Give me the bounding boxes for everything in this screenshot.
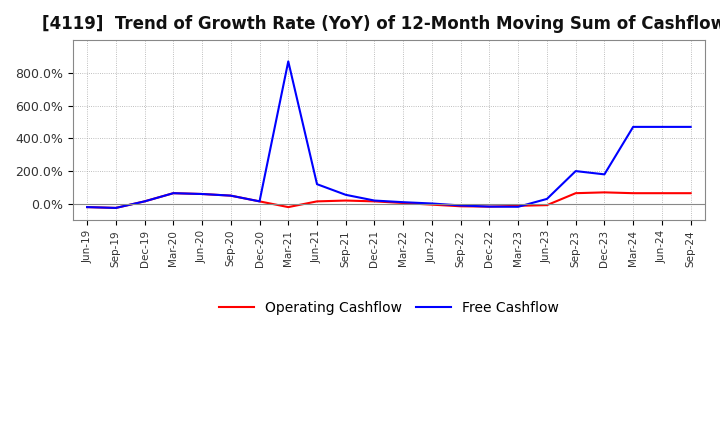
Operating Cashflow [399, 200, 408, 205]
Free Cashflow [399, 200, 408, 205]
Operating Cashflow [629, 191, 637, 196]
Free Cashflow [140, 199, 149, 204]
Operating Cashflow [312, 199, 321, 204]
Operating Cashflow [485, 204, 494, 209]
Operating Cashflow [514, 203, 523, 209]
Free Cashflow [370, 198, 379, 203]
Free Cashflow [686, 124, 695, 129]
Line: Free Cashflow: Free Cashflow [87, 62, 690, 208]
Legend: Operating Cashflow, Free Cashflow: Operating Cashflow, Free Cashflow [214, 296, 564, 321]
Operating Cashflow [600, 190, 608, 195]
Operating Cashflow [198, 191, 207, 197]
Free Cashflow [456, 203, 465, 208]
Free Cashflow [657, 124, 666, 129]
Operating Cashflow [255, 199, 264, 204]
Free Cashflow [169, 191, 178, 196]
Free Cashflow [341, 192, 350, 198]
Free Cashflow [543, 196, 552, 202]
Free Cashflow [284, 59, 292, 64]
Operating Cashflow [169, 191, 178, 196]
Free Cashflow [198, 191, 207, 197]
Free Cashflow [312, 182, 321, 187]
Operating Cashflow [428, 202, 436, 207]
Operating Cashflow [657, 191, 666, 196]
Free Cashflow [572, 169, 580, 174]
Operating Cashflow [112, 205, 120, 211]
Operating Cashflow [456, 204, 465, 209]
Operating Cashflow [83, 205, 91, 210]
Line: Operating Cashflow: Operating Cashflow [87, 192, 690, 208]
Free Cashflow [485, 204, 494, 209]
Operating Cashflow [543, 202, 552, 208]
Title: [4119]  Trend of Growth Rate (YoY) of 12-Month Moving Sum of Cashflows: [4119] Trend of Growth Rate (YoY) of 12-… [42, 15, 720, 33]
Operating Cashflow [227, 193, 235, 198]
Free Cashflow [629, 124, 637, 129]
Free Cashflow [600, 172, 608, 177]
Free Cashflow [428, 201, 436, 206]
Free Cashflow [255, 199, 264, 204]
Operating Cashflow [284, 205, 292, 210]
Free Cashflow [227, 193, 235, 198]
Free Cashflow [112, 205, 120, 211]
Operating Cashflow [370, 199, 379, 204]
Operating Cashflow [572, 191, 580, 196]
Operating Cashflow [140, 199, 149, 204]
Operating Cashflow [686, 191, 695, 196]
Free Cashflow [514, 204, 523, 209]
Free Cashflow [83, 205, 91, 210]
Operating Cashflow [341, 198, 350, 203]
